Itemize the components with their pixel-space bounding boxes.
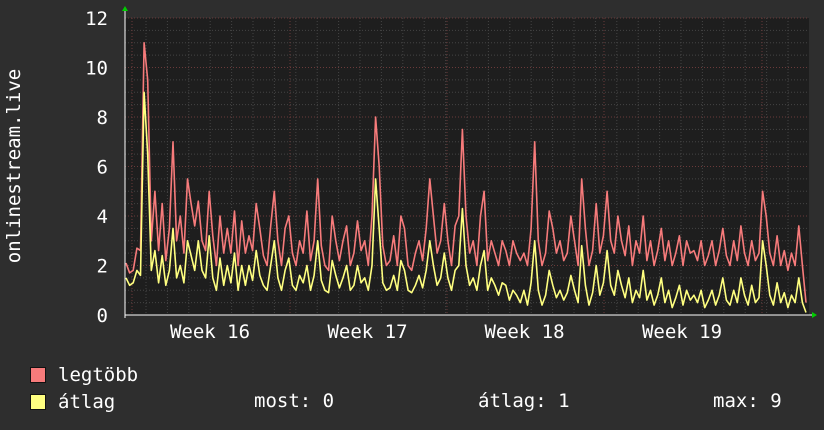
y-axis-label: onlinestream.live [3, 69, 25, 263]
legend-item-max: legtöbb [30, 364, 138, 386]
series-line-max [125, 41, 807, 303]
y-tick-label: 8 [97, 107, 108, 129]
y-axis-arrow-icon [122, 6, 128, 11]
y-tick-label: 6 [97, 157, 108, 179]
x-tick-label: Week 19 [642, 321, 722, 343]
axes [122, 6, 817, 318]
legend-swatch-max [30, 367, 46, 383]
stat-current: most: 0 [254, 390, 335, 412]
y-tick-label: 12 [85, 8, 108, 30]
grid [125, 17, 809, 315]
legend-label-avg: átlag [58, 391, 116, 413]
x-axis-arrow-icon [812, 312, 817, 318]
x-tick-label: Week 16 [170, 321, 250, 343]
y-tick-label: 0 [97, 305, 108, 327]
x-tick-label: Week 17 [327, 321, 407, 343]
legend-item-avg: átlag [30, 391, 115, 413]
tick-labels: 0 2 4 6 8 10 12 Week 16 Week 17 Week 18 Week 19 [85, 8, 722, 343]
legend-swatch-avg [30, 394, 46, 410]
series-group [125, 41, 807, 313]
series-line-average [125, 91, 807, 313]
y-tick-label: 10 [85, 58, 108, 80]
stat-average: átlag: 1 [478, 390, 570, 412]
y-tick-label: 4 [97, 206, 108, 228]
y-tick-label: 2 [97, 256, 108, 278]
stat-max: max: 9 [713, 390, 782, 412]
legend-label-max: legtöbb [58, 364, 139, 386]
x-tick-label: Week 18 [484, 321, 564, 343]
